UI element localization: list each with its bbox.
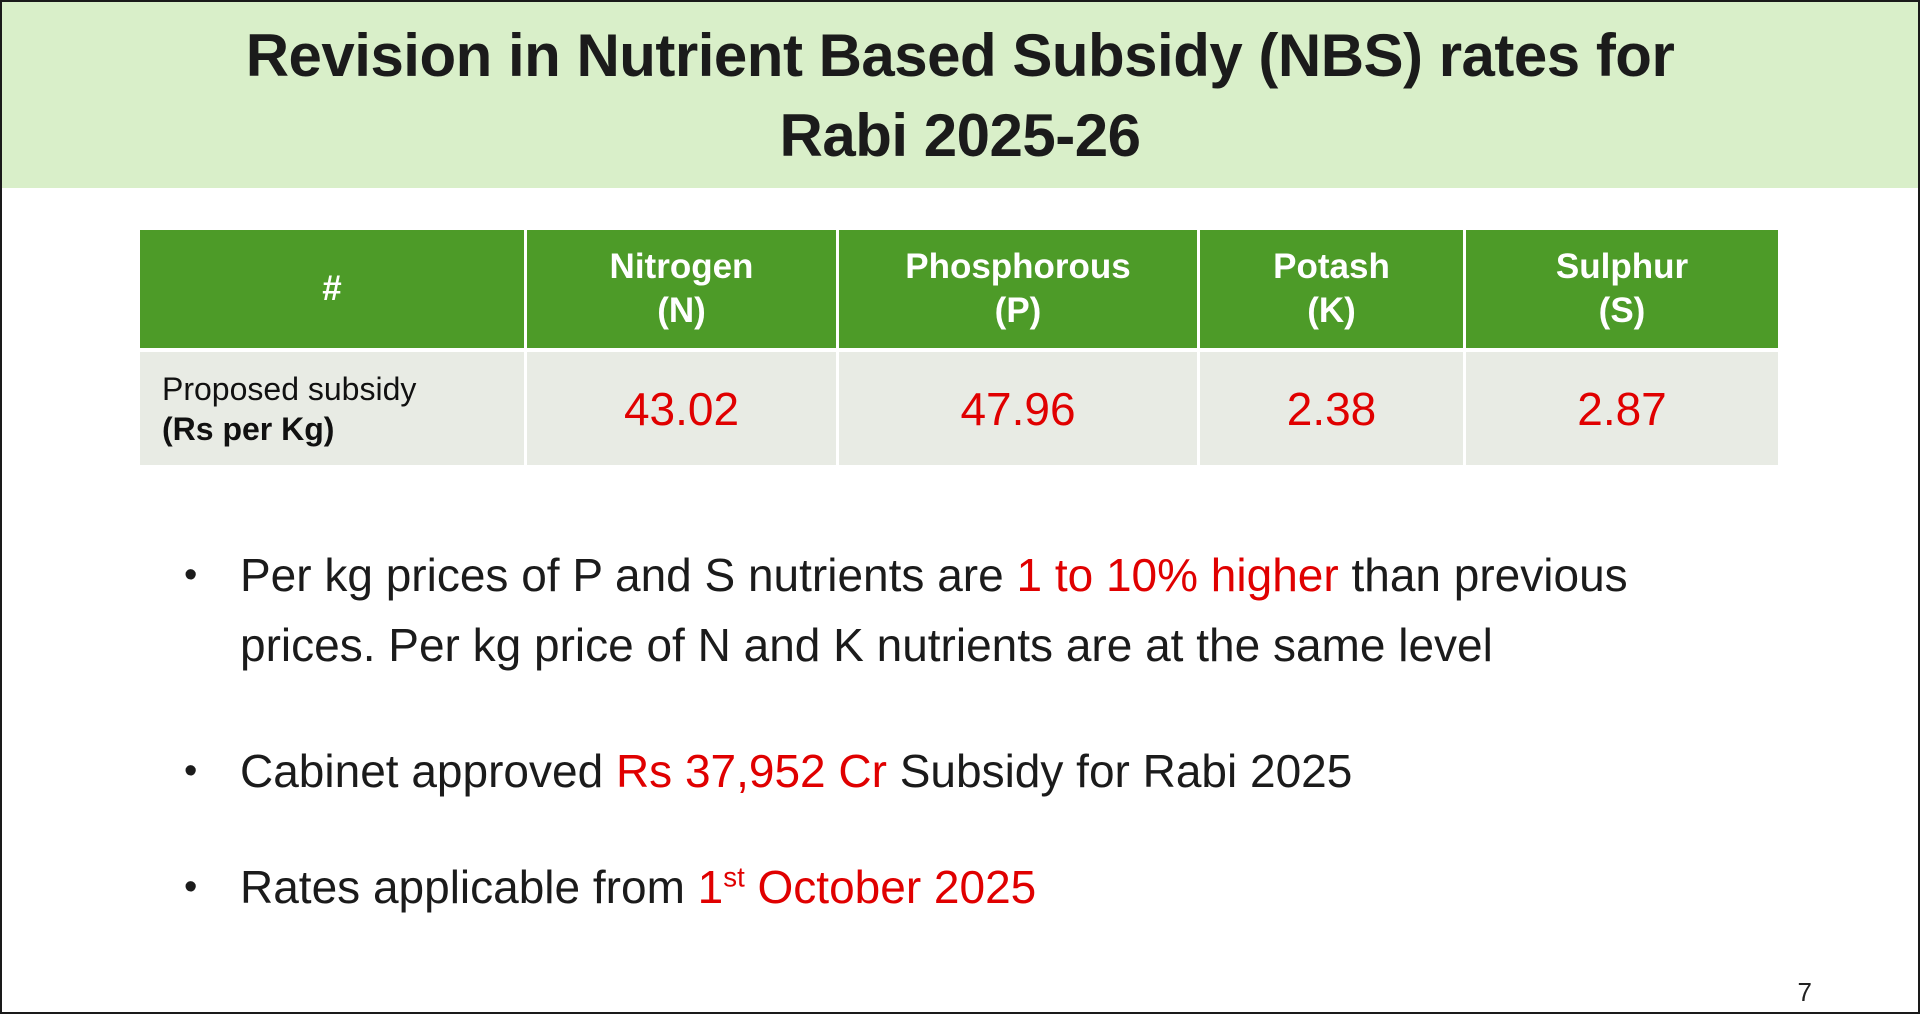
page-number: 7: [1797, 977, 1812, 1007]
header-label: #: [322, 269, 342, 308]
header-label: Potash: [1273, 247, 1390, 286]
bullet-marker-icon: •: [184, 866, 198, 908]
header-cell-nitrogen: Nitrogen (N): [527, 230, 839, 348]
header-cell-potash: Potash (K): [1200, 230, 1466, 348]
bullet-text: Rates applicable from 1st October 2025: [240, 861, 1037, 913]
list-item: • Rates applicable from 1st October 2025: [184, 852, 1714, 922]
header-sublabel: (S): [1598, 291, 1646, 330]
row-label-cell: Proposed subsidy (Rs per Kg): [140, 352, 527, 465]
header-label: Nitrogen: [609, 247, 754, 286]
bullet-text: Cabinet approved Rs 37,952 Cr Subsidy fo…: [240, 745, 1353, 797]
title-band: Revision in Nutrient Based Subsidy (NBS)…: [2, 2, 1918, 188]
header-sublabel: (N): [657, 291, 706, 330]
page-title-line1: Revision in Nutrient Based Subsidy (NBS)…: [245, 22, 1675, 89]
bullet-marker-icon: •: [184, 554, 198, 596]
value-cell-sulphur: 2.87: [1466, 352, 1778, 465]
header-cell-phosphorous: Phosphorous (P): [839, 230, 1200, 348]
subsidy-table: # Nitrogen (N) Phosphorous (P) Potash (K…: [140, 230, 1778, 465]
bullet-marker-icon: •: [184, 750, 198, 792]
value-cell-phosphorous: 47.96: [839, 352, 1200, 465]
bullet-text: Per kg prices of P and S nutrients are 1…: [240, 549, 1628, 671]
header-cell-sulphur: Sulphur (S): [1466, 230, 1778, 348]
header-cell-hash: #: [140, 230, 527, 348]
header-sublabel: (K): [1307, 291, 1356, 330]
value-cell-potash: 2.38: [1200, 352, 1466, 465]
table-row: Proposed subsidy (Rs per Kg) 43.02 47.96…: [140, 352, 1778, 465]
value-cell-nitrogen: 43.02: [527, 352, 839, 465]
page-title-line2: Rabi 2025-26: [779, 102, 1141, 169]
row-label-line2: (Rs per Kg): [162, 410, 335, 447]
header-label: Phosphorous: [905, 247, 1131, 286]
list-item: • Cabinet approved Rs 37,952 Cr Subsidy …: [184, 736, 1714, 806]
subsidy-table-header-row: # Nitrogen (N) Phosphorous (P) Potash (K…: [140, 230, 1778, 348]
header-label: Sulphur: [1555, 247, 1689, 286]
list-item: • Per kg prices of P and S nutrients are…: [184, 540, 1714, 680]
row-label-line1: Proposed subsidy: [162, 370, 417, 407]
bullet-list: • Per kg prices of P and S nutrients are…: [184, 540, 1714, 922]
header-sublabel: (P): [994, 291, 1042, 330]
